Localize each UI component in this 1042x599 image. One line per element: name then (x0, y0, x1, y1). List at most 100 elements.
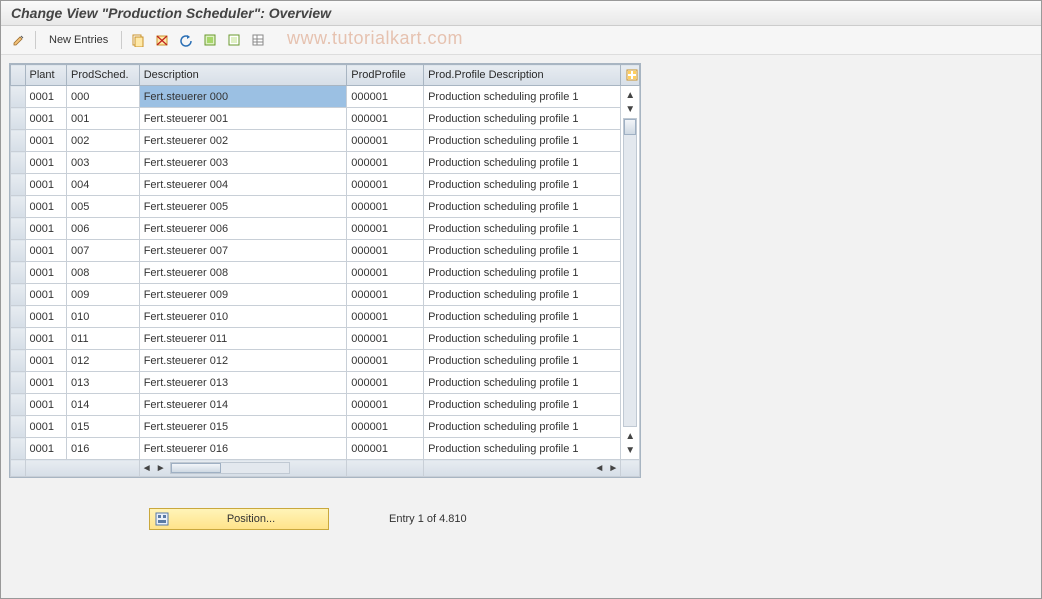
position-button[interactable]: Position... (149, 508, 329, 530)
cell-plant[interactable]: 0001 (25, 174, 67, 196)
cell-description[interactable]: Fert.steuerer 011 (139, 328, 347, 350)
cell-prodsched[interactable]: 011 (67, 328, 140, 350)
select-all-icon[interactable] (200, 30, 220, 50)
cell-prodprofile_desc[interactable]: Production scheduling profile 1 (424, 152, 621, 174)
scroll-down-icon[interactable]: ▼ (623, 102, 637, 116)
cell-prodprofile_desc[interactable]: Production scheduling profile 1 (424, 262, 621, 284)
cell-prodprofile[interactable]: 000001 (347, 438, 424, 460)
cell-plant[interactable]: 0001 (25, 262, 67, 284)
cell-description[interactable]: Fert.steuerer 012 (139, 350, 347, 372)
horizontal-scrollbar-right[interactable]: ◄ ► (424, 460, 620, 476)
cell-plant[interactable]: 0001 (25, 350, 67, 372)
cell-prodprofile_desc[interactable]: Production scheduling profile 1 (424, 196, 621, 218)
cell-plant[interactable]: 0001 (25, 394, 67, 416)
cell-plant[interactable]: 0001 (25, 372, 67, 394)
cell-plant[interactable]: 0001 (25, 130, 67, 152)
cell-prodprofile_desc[interactable]: Production scheduling profile 1 (424, 372, 621, 394)
cell-prodprofile_desc[interactable]: Production scheduling profile 1 (424, 108, 621, 130)
col-description-header[interactable]: Description (139, 65, 347, 86)
cell-plant[interactable]: 0001 (25, 284, 67, 306)
table-row[interactable]: 0001008Fert.steuerer 008000001Production… (11, 262, 640, 284)
table-row[interactable]: 0001015Fert.steuerer 015000001Production… (11, 416, 640, 438)
row-selector[interactable] (11, 86, 26, 108)
cell-prodsched[interactable]: 002 (67, 130, 140, 152)
cell-prodprofile[interactable]: 000001 (347, 416, 424, 438)
cell-prodsched[interactable]: 005 (67, 196, 140, 218)
cell-prodprofile[interactable]: 000001 (347, 108, 424, 130)
cell-prodprofile[interactable]: 000001 (347, 328, 424, 350)
row-selector[interactable] (11, 284, 26, 306)
row-selector[interactable] (11, 240, 26, 262)
table-row[interactable]: 0001013Fert.steuerer 013000001Production… (11, 372, 640, 394)
row-selector[interactable] (11, 218, 26, 240)
cell-prodsched[interactable]: 015 (67, 416, 140, 438)
vertical-scrollbar[interactable]: ▲▼▲▼ (621, 86, 640, 460)
table-row[interactable]: 0001007Fert.steuerer 007000001Production… (11, 240, 640, 262)
cell-plant[interactable]: 0001 (25, 416, 67, 438)
table-row[interactable]: 0001014Fert.steuerer 014000001Production… (11, 394, 640, 416)
cell-plant[interactable]: 0001 (25, 108, 67, 130)
row-selector[interactable] (11, 130, 26, 152)
hscroll-track[interactable] (170, 462, 290, 474)
cell-description[interactable]: Fert.steuerer 005 (139, 196, 347, 218)
cell-plant[interactable]: 0001 (25, 196, 67, 218)
cell-description[interactable]: Fert.steuerer 003 (139, 152, 347, 174)
cell-prodprofile[interactable]: 000001 (347, 306, 424, 328)
scroll-up-icon[interactable]: ▲ (623, 429, 637, 443)
scroll-left-icon[interactable]: ◄ (140, 461, 154, 475)
row-selector[interactable] (11, 350, 26, 372)
table-row[interactable]: 0001002Fert.steuerer 002000001Production… (11, 130, 640, 152)
col-prodsched-header[interactable]: ProdSched. (67, 65, 140, 86)
row-selector-header[interactable] (11, 65, 26, 86)
table-row[interactable]: 0001009Fert.steuerer 009000001Production… (11, 284, 640, 306)
deselect-all-icon[interactable] (224, 30, 244, 50)
cell-prodprofile[interactable]: 000001 (347, 240, 424, 262)
cell-prodprofile_desc[interactable]: Production scheduling profile 1 (424, 284, 621, 306)
cell-description[interactable]: Fert.steuerer 016 (139, 438, 347, 460)
change-display-icon[interactable] (9, 30, 29, 50)
cell-prodprofile_desc[interactable]: Production scheduling profile 1 (424, 416, 621, 438)
table-settings-icon[interactable] (621, 65, 640, 86)
cell-prodsched[interactable]: 009 (67, 284, 140, 306)
table-row[interactable]: 0001005Fert.steuerer 005000001Production… (11, 196, 640, 218)
cell-prodprofile[interactable]: 000001 (347, 218, 424, 240)
cell-prodsched[interactable]: 000 (67, 86, 140, 108)
table-row[interactable]: 0001003Fert.steuerer 003000001Production… (11, 152, 640, 174)
cell-plant[interactable]: 0001 (25, 306, 67, 328)
cell-prodsched[interactable]: 003 (67, 152, 140, 174)
col-prodprofile-header[interactable]: ProdProfile (347, 65, 424, 86)
scroll-left-icon[interactable]: ◄ (592, 461, 606, 475)
cell-description[interactable]: Fert.steuerer 008 (139, 262, 347, 284)
table-row[interactable]: 0001000Fert.steuerer 000000001Production… (11, 86, 640, 108)
cell-prodprofile[interactable]: 000001 (347, 262, 424, 284)
cell-prodprofile[interactable]: 000001 (347, 196, 424, 218)
vscroll-track[interactable] (623, 118, 637, 427)
cell-plant[interactable]: 0001 (25, 86, 67, 108)
table-view-icon[interactable] (248, 30, 268, 50)
cell-plant[interactable]: 0001 (25, 152, 67, 174)
cell-prodprofile_desc[interactable]: Production scheduling profile 1 (424, 218, 621, 240)
new-entries-button[interactable]: New Entries (42, 31, 115, 49)
cell-description[interactable]: Fert.steuerer 006 (139, 218, 347, 240)
row-selector[interactable] (11, 416, 26, 438)
row-selector[interactable] (11, 174, 26, 196)
cell-prodprofile[interactable]: 000001 (347, 284, 424, 306)
cell-prodprofile[interactable]: 000001 (347, 86, 424, 108)
row-selector[interactable] (11, 438, 26, 460)
cell-prodprofile[interactable]: 000001 (347, 394, 424, 416)
delete-icon[interactable] (152, 30, 172, 50)
row-selector[interactable] (11, 372, 26, 394)
row-selector[interactable] (11, 108, 26, 130)
cell-prodprofile_desc[interactable]: Production scheduling profile 1 (424, 306, 621, 328)
cell-description[interactable]: Fert.steuerer 013 (139, 372, 347, 394)
cell-prodprofile_desc[interactable]: Production scheduling profile 1 (424, 174, 621, 196)
scroll-right-icon[interactable]: ► (606, 461, 620, 475)
cell-prodprofile_desc[interactable]: Production scheduling profile 1 (424, 350, 621, 372)
scroll-down-icon[interactable]: ▼ (623, 443, 637, 457)
hscroll-thumb[interactable] (171, 463, 221, 473)
col-prodprofile-desc-header[interactable]: Prod.Profile Description (424, 65, 621, 86)
table-row[interactable]: 0001012Fert.steuerer 012000001Production… (11, 350, 640, 372)
copy-as-icon[interactable] (128, 30, 148, 50)
row-selector[interactable] (11, 394, 26, 416)
cell-description[interactable]: Fert.steuerer 004 (139, 174, 347, 196)
